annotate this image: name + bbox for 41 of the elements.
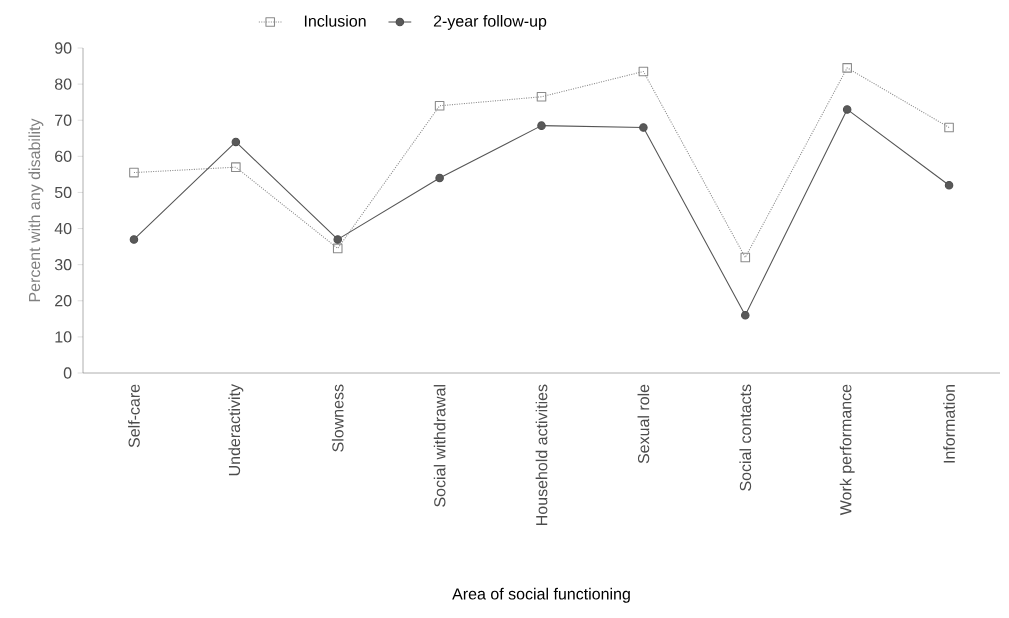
point [842,105,852,114]
x-tick-label: Social contacts [739,384,752,491]
point [332,243,343,254]
legend-label: Inclusion [304,15,366,27]
y-axis-title: Percent with any disability [28,118,44,302]
x-tick-label: Slowness [331,384,344,452]
y-tick-label: 20 [55,295,72,307]
x-axis-title: Area of social functioning [452,587,630,603]
x-tick-label: Information [943,384,955,463]
point [231,137,241,147]
legend-label: 2-year follow-up [433,15,547,30]
point [639,123,648,132]
x-tick-label: Underactivity [228,383,244,476]
point [333,235,342,244]
x-tick-label: Household activities [535,384,548,525]
y-tick-label: 80 [54,78,72,90]
x-tick-label: Social withdrawal [433,385,446,507]
point [741,310,750,320]
x-tick-label: Work performance [839,384,855,516]
y-tick-label: 70 [55,114,72,126]
y-tick-label: 0 [63,367,72,379]
y-tick-label: 40 [54,222,72,235]
x-tick-label: Sexual role [637,384,650,464]
point [231,162,241,172]
point [944,180,954,190]
point [842,63,852,73]
point [536,91,547,102]
y-tick-label: 10 [55,331,72,343]
point [435,173,444,183]
point [434,100,445,111]
point [944,122,954,133]
y-tick-label: 60 [55,150,72,162]
point [129,167,139,178]
y-tick-label: 50 [54,186,72,199]
point [537,121,546,130]
x-tick-label: Self-care [128,384,140,448]
point [129,235,139,244]
point [638,66,649,77]
y-tick-label: 30 [54,259,72,271]
point [740,252,751,263]
y-tick-label: 90 [55,42,72,54]
